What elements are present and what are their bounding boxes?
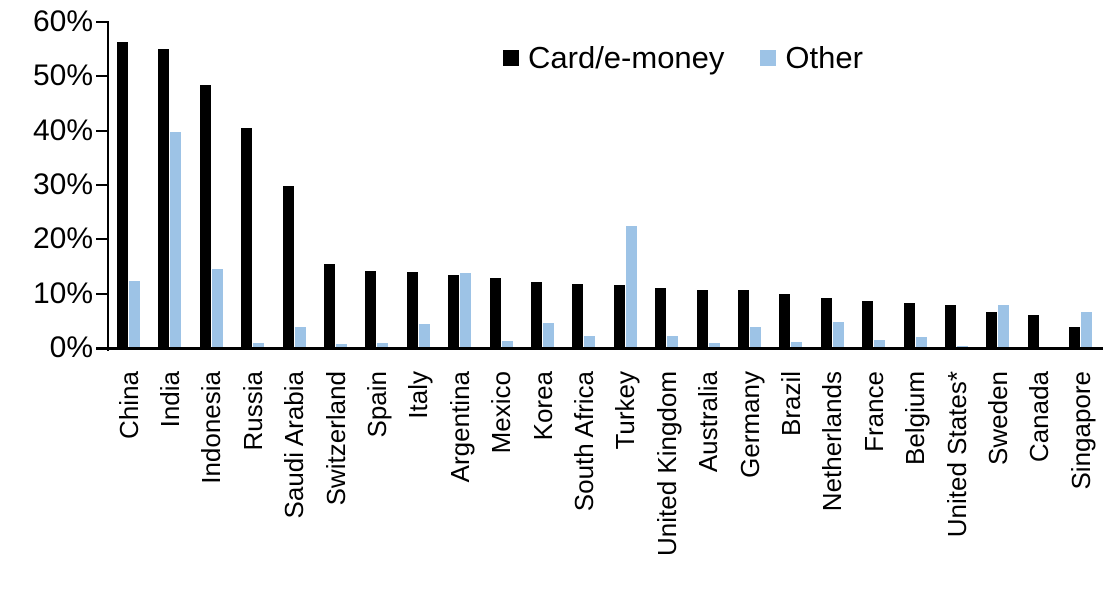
x-axis-category-label: Singapore xyxy=(1065,371,1096,490)
card-e-money-bar xyxy=(489,277,501,348)
x-axis-category-label: Turkey xyxy=(610,371,641,450)
x-axis-line xyxy=(96,347,1103,350)
x-axis-category-label: Argentina xyxy=(444,371,475,483)
card-e-money-bar xyxy=(820,298,832,348)
card-e-money-bar xyxy=(1027,315,1039,348)
card-e-money-bar xyxy=(406,271,418,348)
legend-item-card-e-money: Card/e-money xyxy=(503,40,724,76)
other-bar xyxy=(1081,311,1093,348)
card-e-money-bar xyxy=(199,85,211,348)
y-axis-tick xyxy=(96,292,108,295)
card-e-money-bar xyxy=(655,288,667,348)
other-bar xyxy=(543,323,554,348)
other-bar xyxy=(708,342,720,348)
other-bar xyxy=(832,321,844,348)
other-bar xyxy=(625,225,637,349)
x-axis-category-label: South Africa xyxy=(568,371,599,512)
other-bar xyxy=(915,337,927,348)
x-axis-category-label: Canada xyxy=(1024,371,1055,463)
y-axis-line xyxy=(107,21,109,351)
other-bar xyxy=(377,342,389,348)
x-axis-category-label: Indonesia xyxy=(196,371,227,484)
card-e-money-bar xyxy=(903,303,915,348)
x-axis-category-label: Saudi Arabia xyxy=(279,371,310,519)
card-e-money-bar xyxy=(241,127,253,348)
y-axis-tick xyxy=(96,238,108,241)
y-axis-tick-label: 20% xyxy=(32,222,93,256)
card-e-money-bar xyxy=(738,290,749,348)
x-axis-category-label: Switzerland xyxy=(320,371,351,506)
card-e-money-bar xyxy=(365,271,377,348)
y-axis-tick-label: 50% xyxy=(32,59,93,93)
x-axis-category-label: Russia xyxy=(237,371,268,451)
x-axis-category-label: Australia xyxy=(693,371,724,473)
x-axis-category-label: Germany xyxy=(734,371,765,478)
x-axis-category-label: China xyxy=(113,371,144,439)
card-e-money-bar xyxy=(1069,326,1081,348)
card-e-money-bar xyxy=(531,281,542,348)
x-axis-category-label: France xyxy=(858,371,889,452)
x-axis-category-label: Mexico xyxy=(486,371,517,454)
legend-label-card-e-money: Card/e-money xyxy=(528,40,725,75)
other-bar xyxy=(336,344,347,348)
legend-swatch-other xyxy=(760,50,777,66)
other-bar xyxy=(957,345,968,348)
card-e-money-bar xyxy=(572,284,584,348)
y-axis-tick xyxy=(96,129,108,132)
x-axis-category-label: India xyxy=(154,371,185,428)
other-bar xyxy=(791,341,803,348)
other-bar xyxy=(294,327,306,348)
card-e-money-bar xyxy=(324,263,335,348)
card-e-money-bar xyxy=(862,300,874,348)
other-bar xyxy=(129,281,140,348)
other-bar xyxy=(418,323,430,349)
x-axis-category-label: Italy xyxy=(403,371,434,419)
legend-label-other: Other xyxy=(785,40,863,75)
y-axis-tick-label: 30% xyxy=(32,168,93,201)
other-bar xyxy=(874,339,886,349)
legend-swatch-card-e-money xyxy=(503,50,519,66)
y-axis-tick xyxy=(96,75,108,78)
x-axis-category-label: United Kingdom xyxy=(651,371,682,556)
card-e-money-bar xyxy=(117,42,128,348)
other-bar xyxy=(998,304,1010,348)
other-bar xyxy=(170,132,182,348)
x-axis-category-label: Belgium xyxy=(900,371,931,465)
card-e-money-bar xyxy=(696,289,708,348)
x-axis-category-label: Sweden xyxy=(982,371,1013,465)
y-axis-tick-label: 10% xyxy=(32,276,93,310)
y-axis-tick xyxy=(96,21,108,23)
legend-item-other: Other xyxy=(760,40,863,76)
card-e-money-bar xyxy=(282,186,294,348)
other-bar xyxy=(460,273,472,348)
other-bar xyxy=(501,340,513,348)
y-axis-tick xyxy=(96,184,108,186)
y-axis-tick-label: 0% xyxy=(49,331,93,364)
x-axis-category-label: United States* xyxy=(941,371,972,538)
card-e-money-bar xyxy=(986,312,998,348)
other-bar xyxy=(667,335,679,348)
chart-legend: Card/e-money Other xyxy=(503,40,863,76)
x-axis-category-label: Korea xyxy=(527,371,558,441)
card-e-money-bar xyxy=(779,293,791,348)
other-bar xyxy=(253,342,265,348)
card-e-money-bar xyxy=(613,285,625,348)
card-e-money-bar xyxy=(448,275,460,348)
y-axis-tick-label: 60% xyxy=(32,5,93,38)
other-bar xyxy=(750,326,761,348)
card-e-money-bar xyxy=(945,305,956,348)
x-axis-category-label: Spain xyxy=(361,371,392,438)
card-e-money-bar xyxy=(158,49,170,348)
other-bar xyxy=(584,335,596,348)
y-axis-tick-label: 40% xyxy=(32,113,93,147)
x-axis-category-label: Brazil xyxy=(775,371,806,437)
other-bar xyxy=(211,269,223,348)
x-axis-category-label: Netherlands xyxy=(817,371,848,512)
